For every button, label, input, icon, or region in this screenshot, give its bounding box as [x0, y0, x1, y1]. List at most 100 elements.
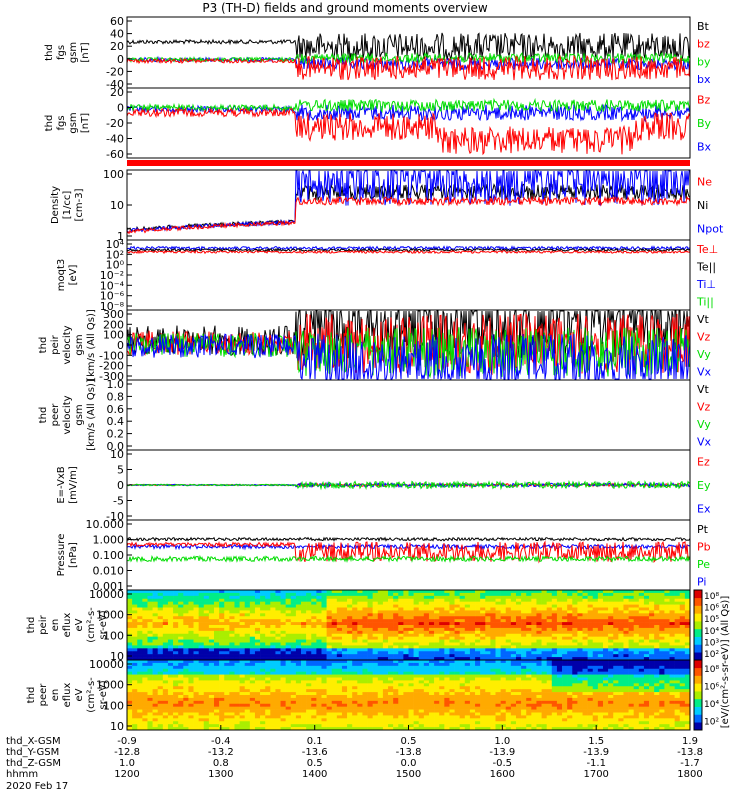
spectrogram-cell — [306, 695, 312, 699]
spectrogram-cell — [556, 724, 563, 728]
spectrogram-cell — [336, 590, 343, 594]
spectrogram-cell — [618, 642, 624, 646]
spectrogram-cell — [147, 674, 153, 678]
spectrogram-cell — [444, 598, 450, 602]
spectrogram-cell — [290, 604, 297, 608]
spectrogram-cell — [198, 633, 205, 637]
spectrogram-cell — [408, 680, 414, 684]
spectrogram-cell — [280, 598, 286, 602]
spectrogram-cell — [562, 715, 568, 719]
spectrogram-cell — [316, 613, 322, 617]
spectrogram-cell — [244, 680, 251, 684]
spectrogram-cell — [316, 668, 322, 672]
spectrogram-cell — [362, 590, 368, 594]
spectrogram-cell — [157, 683, 164, 687]
spectrogram-cell — [301, 657, 307, 661]
spectrogram-cell — [403, 616, 409, 620]
spectrogram-cell — [208, 595, 215, 600]
spectrogram-cell — [336, 727, 343, 731]
spectrogram-cell — [469, 718, 476, 722]
spectrogram-cell — [377, 651, 384, 655]
spectrogram-cell — [490, 677, 496, 681]
spectrogram-cell — [173, 686, 179, 690]
spectrogram-cell — [567, 651, 573, 655]
spectrogram-cell — [311, 674, 317, 678]
spectrogram-cell — [270, 636, 276, 640]
spectrogram-cell — [137, 683, 143, 687]
spectrogram-cell — [362, 598, 368, 602]
spectrogram-cell — [464, 695, 471, 699]
spectrogram-cell — [444, 689, 450, 693]
spectrogram-cell — [531, 692, 537, 696]
spectrogram-cell — [372, 706, 379, 710]
spectrogram-cell — [643, 651, 650, 655]
spectrogram-cell — [592, 590, 599, 594]
spectrogram-cell — [198, 660, 205, 664]
spectrogram-cell — [388, 610, 394, 614]
spectrogram-cell — [357, 674, 363, 678]
spectrogram-cell — [301, 724, 307, 728]
spectrogram-cell — [188, 686, 194, 690]
spectrogram-cell — [203, 657, 210, 661]
spectrogram-cell — [357, 636, 363, 640]
spectrogram-cell — [306, 697, 312, 702]
spectrogram-cell — [444, 712, 450, 716]
spectrogram-cell — [382, 683, 389, 687]
spectrogram-cell — [162, 721, 169, 725]
spectrogram-cell — [531, 648, 537, 652]
spectrogram-cell — [388, 630, 394, 635]
spectrogram-cell — [301, 630, 307, 635]
spectrogram-cell — [541, 660, 547, 664]
spectrogram-cell — [173, 654, 179, 658]
spectrogram-cell — [260, 665, 266, 670]
spectrogram-cell — [167, 642, 174, 646]
spectrogram-cell — [556, 671, 563, 675]
spectrogram-cell — [311, 712, 317, 716]
spectrogram-cell — [295, 671, 302, 675]
spectrogram-cell — [301, 662, 307, 667]
spectrogram-cell — [270, 683, 276, 687]
spectrogram-cell — [428, 607, 435, 611]
spectrogram-cell — [434, 610, 440, 614]
spectrogram-cell — [541, 595, 547, 600]
spectrogram-cell — [239, 595, 246, 600]
spectrogram-cell — [633, 590, 640, 594]
spectrogram-cell — [142, 727, 148, 731]
spectrogram-cell — [454, 657, 460, 661]
spectrogram-cell — [198, 697, 205, 702]
spectrogram-cell — [208, 709, 215, 713]
spectrogram-cell — [188, 636, 194, 640]
spectrogram-cell — [162, 660, 169, 664]
spectrogram-cell — [459, 590, 466, 594]
spectrogram-cell — [423, 700, 430, 705]
spectrogram-cell — [203, 709, 210, 713]
spectrogram-cell — [500, 680, 507, 684]
spectrogram-cell — [229, 724, 235, 728]
spectrogram-cell — [244, 683, 251, 687]
spectrogram-cell — [439, 727, 445, 731]
spectrogram-cell — [556, 651, 563, 655]
spectrogram-cell — [459, 724, 466, 728]
spectrogram-cell — [157, 590, 164, 594]
spectrogram-cell — [331, 677, 338, 681]
spectrogram-cell — [295, 604, 302, 608]
spectrogram-cell — [295, 703, 302, 707]
spectrogram-cell — [311, 689, 317, 693]
spectrogram-cell — [638, 639, 645, 643]
spectrogram-cell — [495, 654, 501, 658]
spectrogram-cell — [669, 616, 675, 620]
spectrogram-cell — [214, 651, 220, 655]
spectrogram-cell — [541, 689, 547, 693]
spectrogram-cell — [285, 715, 292, 719]
spectrogram-cell — [352, 706, 358, 710]
spectrogram-cell — [485, 718, 491, 722]
spectrogram-cell — [244, 639, 251, 643]
spectrogram-cell — [132, 686, 138, 690]
spectrogram-cell — [556, 607, 563, 611]
spectrogram-cell — [469, 636, 476, 640]
spectrogram-cell — [408, 651, 414, 655]
spectrogram-cell — [162, 662, 169, 667]
spectrogram-cell — [183, 630, 189, 635]
spectrogram-cell — [347, 657, 353, 661]
spectrogram-cell — [270, 721, 276, 725]
